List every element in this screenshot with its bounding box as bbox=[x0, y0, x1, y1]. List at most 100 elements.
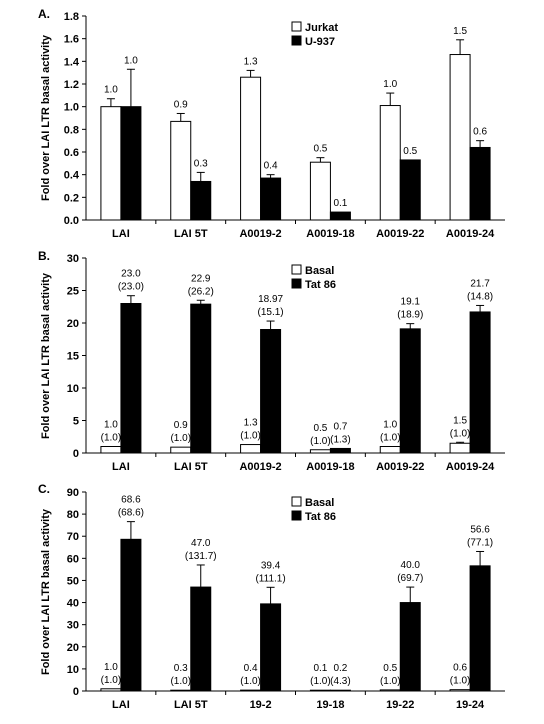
data-label: (111.1) bbox=[255, 573, 285, 584]
data-label: 0.4 bbox=[264, 161, 278, 172]
data-label: 0.5 bbox=[403, 146, 417, 157]
data-label: 39.4 bbox=[261, 560, 281, 571]
x-tick-label: A0019-22 bbox=[376, 461, 424, 473]
y-tick-label: 60 bbox=[67, 553, 79, 565]
data-label: 0.5 bbox=[313, 144, 327, 155]
bar bbox=[100, 106, 122, 221]
bar bbox=[100, 446, 122, 454]
data-label: (18.9) bbox=[397, 310, 423, 321]
data-label: (26.2) bbox=[188, 286, 214, 297]
x-tick-label: LAI 5T bbox=[174, 699, 208, 711]
legend-label: Tat 86 bbox=[305, 511, 336, 523]
data-label: (1.0) bbox=[170, 676, 191, 687]
data-label: (23.0) bbox=[118, 282, 144, 293]
y-tick-label: 25 bbox=[67, 286, 79, 298]
bar bbox=[240, 76, 262, 221]
legend-swatch bbox=[291, 35, 302, 46]
panel-a: A. Fold over LAI LTR basal activity 0.0 0.2… bbox=[38, 7, 505, 240]
legend-label: Jurkat bbox=[305, 22, 338, 34]
panel-c: C. Fold over LAI LTR basal activity 0 10 20 3… bbox=[38, 482, 505, 711]
data-label: 21.7 bbox=[470, 278, 490, 289]
bar bbox=[260, 603, 282, 692]
bar bbox=[120, 538, 142, 692]
x-tick-label: LAI 5T bbox=[174, 461, 208, 473]
data-label: 1.0 bbox=[124, 55, 138, 66]
y-tick-label: 0 bbox=[73, 448, 79, 460]
x-tick-label: 19-2 bbox=[250, 699, 272, 711]
data-label: (131.7) bbox=[185, 551, 217, 562]
data-label: 1.0 bbox=[383, 420, 397, 431]
bar bbox=[240, 689, 262, 692]
bar bbox=[329, 211, 351, 221]
data-label: 0.5 bbox=[383, 663, 397, 674]
y-tick-label: 1.2 bbox=[64, 79, 79, 91]
y-tick-label: 20 bbox=[67, 318, 79, 330]
bar bbox=[469, 565, 491, 692]
bar bbox=[309, 449, 331, 454]
legend-label: Basal bbox=[305, 497, 334, 509]
data-label: 0.3 bbox=[194, 158, 208, 169]
y-tick-label: 90 bbox=[67, 487, 79, 499]
data-label: 1.5 bbox=[453, 415, 467, 426]
data-label: 47.0 bbox=[191, 538, 211, 549]
data-label: (1.0) bbox=[101, 433, 122, 444]
bar bbox=[399, 159, 421, 221]
legend-swatch bbox=[291, 278, 302, 289]
x-tick-label: A0019-2 bbox=[239, 461, 281, 473]
legend-swatch bbox=[291, 21, 302, 32]
bar bbox=[260, 177, 282, 221]
legend-label: Tat 86 bbox=[305, 279, 336, 291]
y-tick-label: 30 bbox=[67, 620, 79, 632]
bar bbox=[399, 328, 421, 454]
x-tick-label: A0019-18 bbox=[306, 461, 354, 473]
bar bbox=[120, 106, 142, 221]
y-tick-label: 70 bbox=[67, 531, 79, 543]
y-tick-label: 1.6 bbox=[64, 34, 79, 46]
y-tick-label: 1.4 bbox=[64, 56, 80, 68]
data-label: 19.1 bbox=[401, 297, 421, 308]
y-tick-label: 0.0 bbox=[64, 215, 79, 227]
data-label: (1.3) bbox=[330, 434, 351, 445]
data-label: (1.0) bbox=[310, 676, 331, 687]
bar bbox=[260, 329, 282, 454]
y-tick-label: 1.0 bbox=[64, 102, 79, 114]
bar bbox=[449, 689, 471, 692]
x-tick-label: A0019-22 bbox=[376, 228, 424, 240]
bar bbox=[449, 54, 471, 221]
data-label: (1.0) bbox=[310, 436, 331, 447]
y-tick-label: 5 bbox=[73, 416, 79, 428]
data-label: 0.3 bbox=[174, 663, 188, 674]
data-label: (69.7) bbox=[397, 573, 423, 584]
panel-label: A. bbox=[38, 7, 50, 21]
data-label: 0.1 bbox=[333, 198, 347, 209]
y-axis-label: Fold over LAI LTR basal activity bbox=[40, 34, 52, 201]
data-label: (15.1) bbox=[258, 307, 284, 318]
bar bbox=[379, 446, 401, 454]
data-label: 23.0 bbox=[121, 269, 141, 280]
bar bbox=[379, 689, 401, 692]
data-label: 1.3 bbox=[244, 418, 258, 429]
panel-label: C. bbox=[38, 482, 50, 496]
data-label: (4.3) bbox=[330, 676, 351, 687]
bar bbox=[379, 105, 401, 221]
bar bbox=[120, 303, 142, 454]
data-label: 1.5 bbox=[453, 26, 467, 37]
x-tick-label: A0019-24 bbox=[446, 228, 495, 240]
bar bbox=[329, 447, 351, 454]
legend-swatch bbox=[291, 496, 302, 507]
data-label: 1.0 bbox=[383, 79, 397, 90]
y-tick-label: 10 bbox=[67, 383, 79, 395]
legend-label: Basal bbox=[305, 265, 334, 277]
bar bbox=[399, 602, 421, 692]
data-label: (1.0) bbox=[101, 675, 122, 686]
data-label: (1.0) bbox=[380, 676, 401, 687]
data-label: (1.0) bbox=[240, 431, 261, 442]
y-axis-label: Fold over LAI LTR basal activity bbox=[40, 508, 52, 675]
x-tick-label: A0019-2 bbox=[239, 228, 281, 240]
data-label: (1.0) bbox=[450, 676, 471, 687]
bar bbox=[170, 446, 192, 454]
y-axis-label: Fold over LAI LTR basal activity bbox=[40, 272, 52, 439]
y-tick-label: 0.6 bbox=[64, 147, 79, 159]
data-label: 1.0 bbox=[104, 662, 118, 673]
